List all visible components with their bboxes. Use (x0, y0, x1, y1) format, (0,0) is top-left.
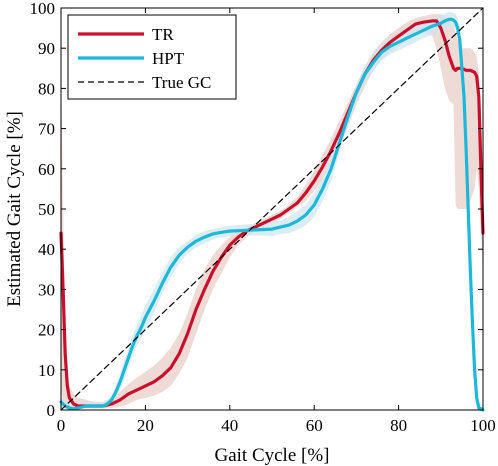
x-tick-label: 100 (470, 416, 496, 435)
y-tick-label: 30 (38, 280, 55, 299)
series-line-tr (59, 19, 485, 408)
x-axis-label: Gait Cycle [%] (214, 445, 329, 466)
y-tick-label: 100 (30, 0, 56, 18)
series-line-true-gc (60, 7, 484, 411)
y-axis-label: Estimated Gait Cycle [%] (4, 111, 25, 307)
legend-label-hpt: HPT (152, 49, 185, 68)
legend-label-true-gc: True GC (152, 73, 211, 92)
band-tr (61, 14, 483, 408)
y-tick-label: 50 (38, 200, 55, 219)
x-tick-label: 40 (221, 416, 238, 435)
confidence-bands (61, 12, 483, 410)
y-tick-label: 40 (38, 240, 55, 259)
legend: TR HPT True GC (67, 14, 237, 100)
y-tick-label: 20 (38, 321, 55, 340)
axis-tick-labels: 0 20 40 60 80 100 0 10 20 30 40 50 60 70 80 90 100 (30, 0, 496, 435)
legend-label-tr: TR (152, 25, 174, 44)
x-tick-label: 80 (390, 416, 407, 435)
y-tick-label: 70 (38, 120, 55, 139)
series-lines (59, 7, 485, 412)
y-tick-label: 80 (38, 79, 55, 98)
x-tick-label: 20 (137, 416, 154, 435)
series-line-hpt (59, 17, 485, 412)
x-tick-label: 60 (306, 416, 323, 435)
y-tick-label: 0 (47, 401, 56, 420)
y-tick-label: 60 (38, 160, 55, 179)
y-tick-label: 10 (38, 361, 55, 380)
x-tick-label: 0 (57, 416, 66, 435)
axis-ticks (60, 7, 484, 411)
y-tick-label: 90 (38, 39, 55, 58)
